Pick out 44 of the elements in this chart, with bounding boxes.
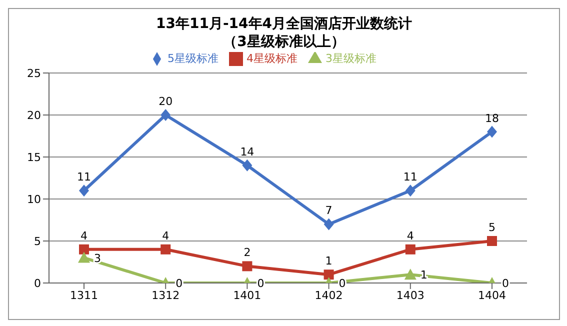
point: [160, 109, 171, 121]
data-label: 11: [403, 170, 418, 184]
point: [324, 270, 334, 280]
legend-label: 4星级标准: [246, 52, 298, 65]
point: [404, 268, 416, 280]
x-tick-label: 1404: [478, 288, 506, 302]
x-tick-label: 1311: [70, 288, 98, 302]
x-tick-label: 1402: [314, 288, 343, 302]
point: [78, 252, 90, 263]
legend-label: 3星级标准: [326, 52, 376, 65]
point: [79, 244, 89, 254]
chart-subtitle: （3星级标准以上）: [222, 33, 346, 51]
chart-title: 13年11月-14年4月全国酒店开业数统计: [155, 15, 413, 33]
data-label: 1: [420, 268, 428, 282]
point: [487, 126, 497, 138]
x-tick-label: 1403: [396, 288, 424, 302]
y-tick-label: 5: [34, 234, 41, 248]
y-tick-label: 0: [34, 276, 41, 290]
data-label: 1: [325, 254, 332, 268]
y-tick-label: 15: [27, 150, 41, 164]
y-tick-label: 20: [27, 108, 41, 122]
legend-label: 5星级标准: [168, 52, 218, 65]
point: [79, 184, 89, 197]
data-label: 5: [488, 221, 496, 234]
data-label: 7: [325, 204, 332, 218]
x-tick-label: 1312: [152, 288, 180, 302]
y-tick-label: 10: [27, 192, 41, 206]
data-label: 4: [80, 229, 88, 242]
y-tick-label: 25: [27, 66, 41, 80]
data-label: 18: [485, 112, 499, 125]
x-tick-label: 1401: [233, 288, 262, 302]
data-label: 11: [77, 170, 91, 184]
data-label: 4: [162, 229, 170, 242]
data-label: 4: [406, 229, 414, 242]
point: [242, 261, 252, 272]
data-label: 2: [244, 246, 251, 260]
point: [160, 244, 171, 254]
point: [405, 184, 416, 197]
point: [242, 159, 252, 172]
data-label: 20: [158, 95, 173, 108]
point: [324, 218, 334, 230]
data-label: 14: [240, 145, 254, 158]
point: [405, 244, 416, 254]
point: [487, 236, 497, 246]
